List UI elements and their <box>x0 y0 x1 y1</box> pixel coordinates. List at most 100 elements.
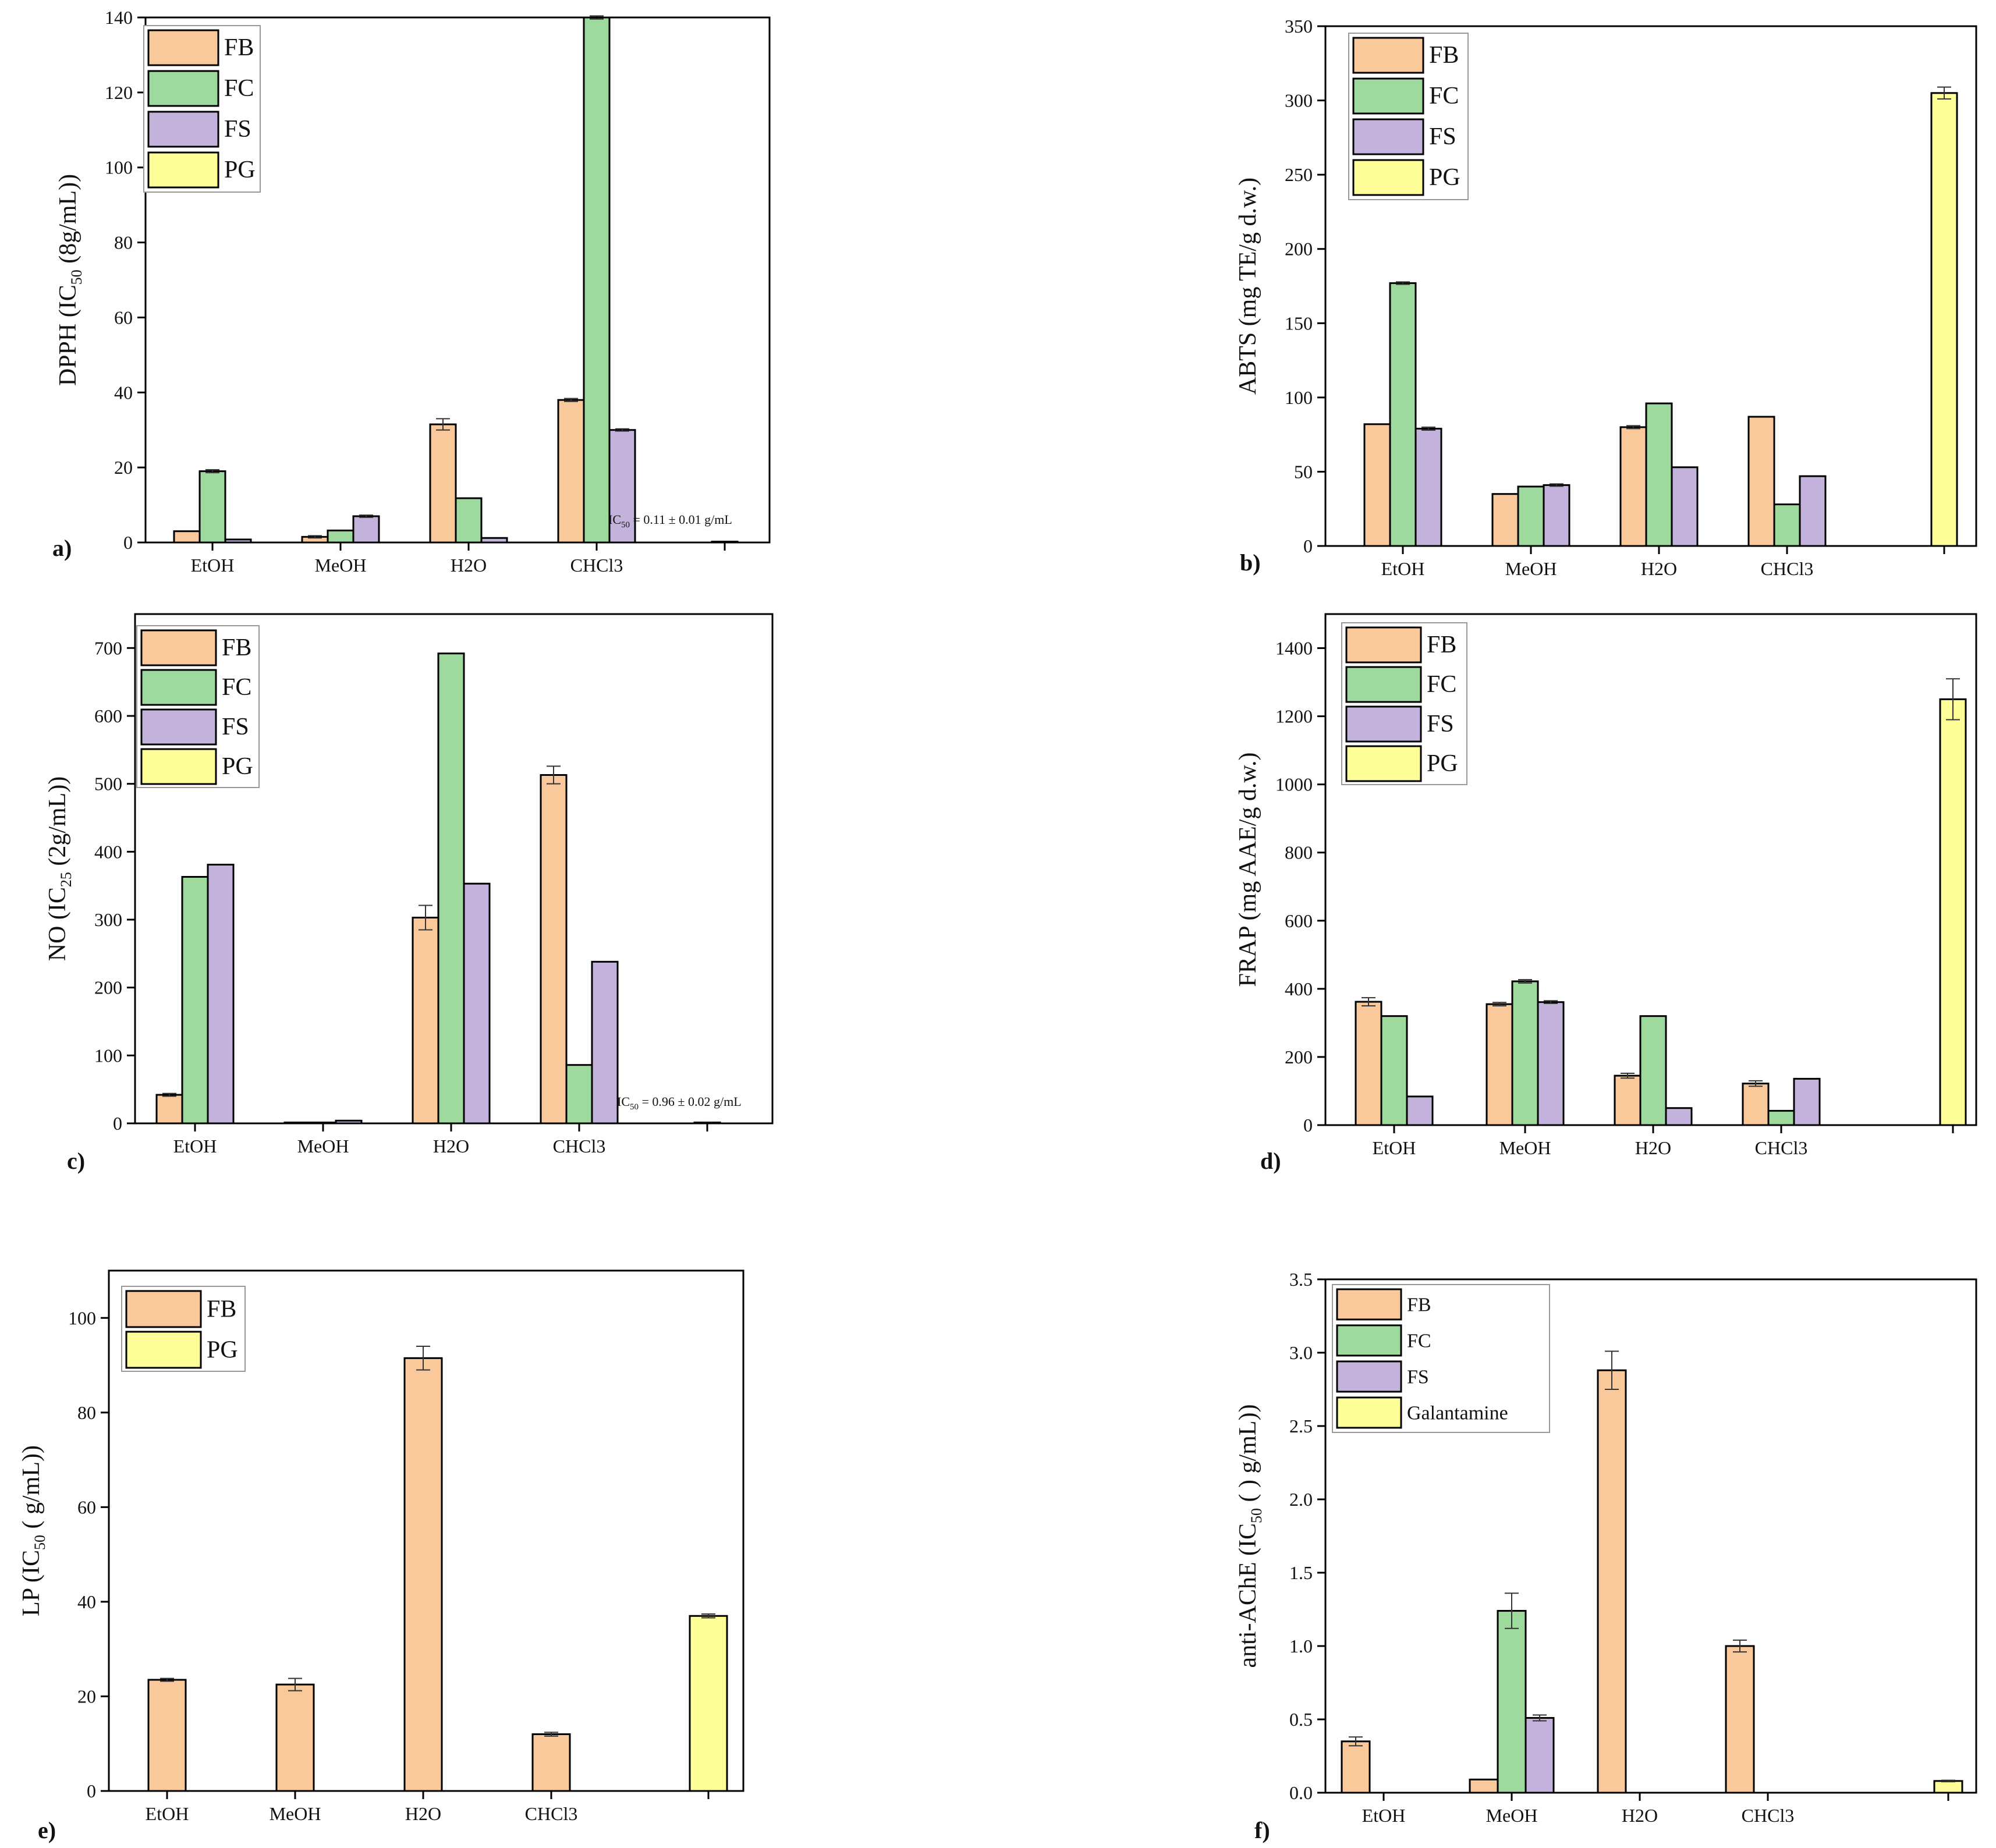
error-bar-b-FB-H2O <box>1626 425 1640 430</box>
y-tick-label: 100 <box>1285 387 1313 408</box>
legend-b: FB FC FS PG <box>1348 33 1469 200</box>
y-tick-label: 20 <box>114 457 133 478</box>
legend-swatch-FS <box>147 111 219 148</box>
bar-e-FB-MeOH <box>275 1683 315 1792</box>
legend-label-PG: PG <box>1427 750 1458 777</box>
bar-c-FC-EtOH <box>181 876 209 1125</box>
y-tick-label: 60 <box>77 1496 96 1517</box>
x-tick-label: MeOH <box>270 1803 321 1824</box>
y-tick-label: 200 <box>1285 1047 1313 1067</box>
x-tick-label: EtOH <box>1373 1137 1416 1158</box>
bar-b-FS-EtOH <box>1414 427 1442 547</box>
error-bar-f-FC-MeOH <box>1505 1592 1519 1629</box>
panel-label-e: e) <box>38 1817 56 1843</box>
x-tick-label: H2O <box>405 1803 441 1824</box>
error-bar-d-FB-CHCl3 <box>1749 1080 1763 1087</box>
y-tick-label: 500 <box>94 774 122 794</box>
error-bar-e-FB-H2O <box>416 1346 430 1371</box>
panel-d: 0 200 400 600 800 1000 1200 1400 EtOH MeOH H2O CHCl… <box>1235 613 1977 1174</box>
y-tick-label: 200 <box>94 977 122 998</box>
legend-label-FB: FB <box>1427 632 1456 658</box>
y-tick-label: 1.5 <box>1289 1562 1313 1583</box>
bar-c-FB-H2O <box>412 917 439 1125</box>
y-tick-label: 2.5 <box>1289 1416 1313 1436</box>
panel-a: 0 20 40 60 80 100 120 140 EtOH MeOH H2O CHCl3 DPPH (… <box>52 7 771 576</box>
legend-label-FC: FC <box>1429 83 1459 109</box>
bar-b-FS-MeOH <box>1543 484 1570 547</box>
bar-a-FB-H2O <box>429 423 457 544</box>
bar-b-PG-ref <box>1930 92 1958 547</box>
x-tick-label: H2O <box>1635 1137 1671 1158</box>
legend-swatch-FC <box>147 70 219 107</box>
y-tick-label: 80 <box>77 1402 96 1423</box>
y-tick-label: 2.0 <box>1289 1489 1313 1510</box>
x-tick-label: CHCl3 <box>553 1136 606 1157</box>
bar-b-FB-CHCl3 <box>1747 416 1775 547</box>
y-tick-label: 150 <box>1285 313 1313 334</box>
legend-label-PG: PG <box>224 157 256 183</box>
x-tick-label: CHCl3 <box>1742 1805 1795 1826</box>
y-tick-label: 0.5 <box>1289 1709 1313 1730</box>
error-bar-d-FB-EtOH <box>1362 997 1375 1007</box>
error-bar-f-FB-H2O <box>1605 1350 1619 1390</box>
bar-f-Galantamine-ref <box>1933 1780 1963 1794</box>
y-tick-label: 60 <box>114 307 133 328</box>
legend-label-FB: FB <box>207 1296 236 1323</box>
bar-d-FC-MeOH <box>1511 980 1539 1126</box>
legend-swatch-FC <box>1345 666 1422 703</box>
bar-c-FB-EtOH <box>155 1094 183 1125</box>
legend-swatch-FS <box>1336 1360 1402 1393</box>
error-bar-c-FB-CHCl3 <box>547 765 561 785</box>
bar-d-FC-H2O <box>1639 1015 1667 1126</box>
bar-d-FB-CHCl3 <box>1742 1083 1770 1126</box>
y-tick-label: 700 <box>94 637 122 658</box>
y-tick-label: 140 <box>105 7 133 28</box>
bar-b-FB-H2O <box>1619 426 1647 547</box>
x-tick-label: MeOH <box>297 1136 349 1157</box>
legend-swatch-FB <box>147 29 219 66</box>
y-tick-label: 400 <box>1285 978 1313 999</box>
error-bar-f-FB-EtOH <box>1349 1736 1363 1747</box>
y-tick-label: 40 <box>114 382 133 403</box>
y-tick-label: 3.5 <box>1289 1269 1313 1290</box>
bar-e-PG-ref <box>689 1615 728 1792</box>
legend-label-PG: PG <box>1429 164 1460 191</box>
legend-f: FB FC FS Galantamine <box>1332 1284 1550 1433</box>
error-bar-c-FB-H2O <box>419 905 432 931</box>
y-tick-label: 100 <box>105 157 133 178</box>
panel-label-c: c) <box>67 1148 85 1174</box>
bar-f-FB-H2O <box>1597 1369 1627 1794</box>
y-axis-label-e: LP (IC50 ( g/mL)) <box>18 1445 48 1616</box>
plot-frame-b <box>1324 25 1977 547</box>
bar-d-PG-ref <box>1939 698 1967 1126</box>
legend-swatch-FS <box>1345 705 1422 743</box>
legend-swatch-FC <box>1352 77 1424 115</box>
error-bar-a-FS-CHCl3 <box>615 428 629 432</box>
y-tick-label: 20 <box>77 1686 96 1707</box>
legend-c: FB FC FS PG <box>136 625 260 788</box>
legend-e: FB PG <box>121 1286 246 1372</box>
error-bar-f-FS-MeOH <box>1533 1714 1547 1722</box>
legend-swatch-FB <box>140 629 217 666</box>
panel-label-d: d) <box>1260 1148 1281 1174</box>
error-bar-b-FS-EtOH <box>1421 426 1435 431</box>
legend-label-FB: FB <box>1407 1294 1431 1315</box>
bar-d-FB-H2O <box>1614 1074 1642 1126</box>
x-tick-label: H2O <box>1641 558 1677 579</box>
y-axis-label-a: DPPH (IC50 (8g/mL)) <box>55 174 85 386</box>
bar-b-FS-H2O <box>1671 466 1699 547</box>
bar-b-FC-H2O <box>1645 402 1673 547</box>
legend-swatch-FS <box>140 708 217 746</box>
error-bar-d-FB-H2O <box>1621 1073 1635 1079</box>
bar-a-FS-CHCl3 <box>608 429 636 544</box>
panel-f: 0.0 0.5 1.0 1.5 2.0 2.5 3.0 3.5 EtOH MeOH H2O CHCl3… <box>1235 1269 1977 1843</box>
y-tick-label: 600 <box>94 705 122 726</box>
y-tick-label: 40 <box>77 1591 96 1612</box>
legend-label-FC: FC <box>1427 671 1456 698</box>
legend-label-FS: FS <box>1427 711 1454 737</box>
legend-label-FS: FS <box>1429 123 1456 150</box>
bar-c-FC-H2O <box>437 652 465 1125</box>
legend-swatch-PG <box>1352 159 1424 196</box>
bar-e-FB-CHCl3 <box>531 1733 571 1792</box>
y-tick-label: 350 <box>1285 16 1313 37</box>
